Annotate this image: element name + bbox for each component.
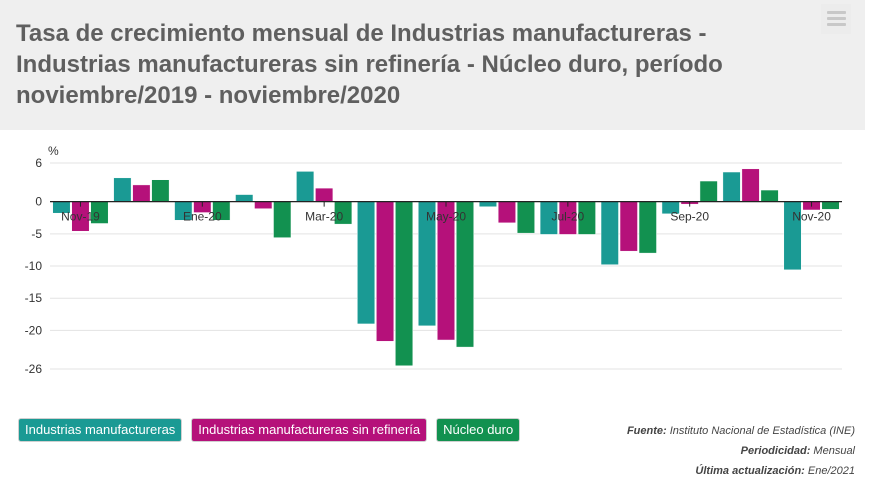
legend-item-sin-refineria[interactable]: Industrias manufactureras sin refinería	[191, 418, 428, 442]
menu-line-icon	[827, 11, 846, 14]
y-tick-label: 6	[35, 156, 42, 170]
legend-item-industrias-manufactureras[interactable]: Industrias manufactureras	[18, 418, 183, 442]
bar-industrias-manufactureras[interactable]	[113, 177, 132, 202]
y-tick-label: 0	[35, 195, 42, 209]
bar-industrias-manufactureras[interactable]	[357, 201, 376, 325]
bar-nucleo-duro[interactable]	[638, 201, 657, 254]
y-axis-unit-label: %	[48, 144, 59, 158]
bar-nucleo-duro[interactable]	[760, 189, 779, 202]
bar-chart: 6 0 -5 -10 -15 -20 -26 Nov-19 Ene-20 Mar-20 May-20…	[25, 144, 842, 376]
bar-industrias-manufactureras[interactable]	[600, 201, 619, 265]
bar-industrias-manufactureras[interactable]	[722, 171, 741, 202]
x-tick-label: Nov-19	[61, 210, 100, 224]
y-tick-label: -5	[31, 227, 42, 241]
x-tick-label: May-20	[426, 210, 466, 224]
y-tick-label: -10	[25, 259, 43, 273]
source-fuente: Fuente: Instituto Nacional de Estadístic…	[626, 425, 855, 437]
bar-nucleo-duro[interactable]	[273, 201, 292, 238]
source-actualizacion: Última actualización: Ene/2021	[695, 465, 855, 477]
x-tick-label: Jul-20	[552, 210, 585, 224]
bar-industrias-manufactureras[interactable]	[296, 171, 315, 202]
bar-sin-refineria[interactable]	[497, 201, 516, 224]
y-tick-label: -20	[25, 323, 43, 337]
y-tick-label: -15	[25, 291, 43, 305]
x-tick-label: Nov-20	[792, 210, 831, 224]
chart-title: Tasa de crecimiento mensual de Industria…	[16, 20, 723, 109]
bar-industrias-manufactureras[interactable]	[235, 194, 254, 202]
bar-nucleo-duro[interactable]	[516, 201, 535, 234]
chart-legend: Industrias manufactureras Industrias man…	[18, 418, 521, 442]
legend-item-nucleo-duro[interactable]: Núcleo duro	[436, 418, 521, 442]
bar-industrias-manufactureras[interactable]	[478, 201, 497, 208]
menu-line-icon	[827, 17, 846, 20]
bar-sin-refineria[interactable]	[132, 184, 151, 202]
x-tick-label: Ene-20	[183, 210, 222, 224]
menu-line-icon	[827, 23, 846, 26]
bar-nucleo-duro[interactable]	[821, 201, 840, 210]
chart-menu-button[interactable]	[821, 4, 851, 34]
source-info: Fuente: Instituto Nacional de Estadístic…	[627, 421, 855, 481]
bar-nucleo-duro[interactable]	[151, 179, 170, 202]
chart-bars	[52, 168, 840, 367]
bar-sin-refineria[interactable]	[254, 201, 273, 209]
x-tick-label: Sep-20	[670, 210, 709, 224]
bar-sin-refineria[interactable]	[315, 187, 334, 202]
bar-sin-refineria[interactable]	[376, 201, 395, 342]
x-tick-label: Mar-20	[305, 210, 343, 224]
bar-sin-refineria[interactable]	[619, 201, 638, 252]
y-tick-label: -26	[25, 362, 43, 376]
chart-header: Tasa de crecimiento mensual de Industria…	[0, 0, 865, 130]
bar-sin-refineria[interactable]	[741, 168, 760, 202]
bar-nucleo-duro[interactable]	[699, 180, 718, 202]
source-periodicidad: Periodicidad: Mensual	[740, 445, 855, 457]
bar-nucleo-duro[interactable]	[395, 201, 414, 367]
chart-axis: 6 0 -5 -10 -15 -20 -26 Nov-19 Ene-20 Mar-20 May-20…	[25, 156, 842, 376]
